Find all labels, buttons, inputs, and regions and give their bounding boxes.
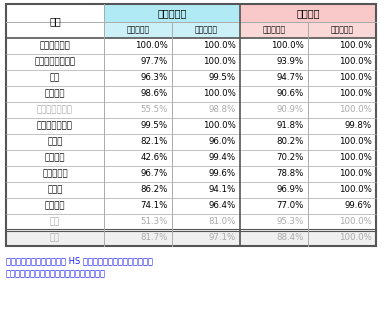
Text: 90.9%: 90.9% [277,105,304,114]
Text: 100.0%: 100.0% [339,153,372,162]
Text: マレーシア: マレーシア [42,170,68,179]
Text: 100.0%: 100.0% [339,185,372,194]
Text: 工業製品: 工業製品 [296,8,320,18]
Bar [6,134,376,150]
Text: 96.0%: 96.0% [209,138,236,147]
Text: 100.0%: 100.0% [203,42,236,51]
Text: 100.0%: 100.0% [203,57,236,67]
Bar [6,54,376,70]
Bar [6,102,376,118]
Text: メキシコ: メキシコ [45,202,65,210]
Text: 即時撤廃率: 即時撤廃率 [127,25,149,34]
Text: 96.9%: 96.9% [277,185,304,194]
Text: 100.0%: 100.0% [339,138,372,147]
Text: カナダ: カナダ [47,185,63,194]
Text: 82.1%: 82.1% [141,138,168,147]
Text: 日本: 日本 [50,218,60,227]
Text: 国名: 国名 [49,16,61,26]
Text: 最終撤廃率: 最終撤廃率 [330,25,354,34]
Text: 100.0%: 100.0% [203,90,236,99]
Bar [6,182,376,198]
Bar [104,22,172,38]
Text: 70.2%: 70.2% [277,153,304,162]
Text: 100.0%: 100.0% [339,218,372,227]
Text: ニュージーランド: ニュージーランド [34,57,76,67]
Text: 96.7%: 96.7% [141,170,168,179]
Text: 97.1%: 97.1% [209,233,236,242]
Text: 93.9%: 93.9% [277,57,304,67]
Text: 51.3%: 51.3% [141,218,168,227]
Text: 平均: 平均 [50,233,60,242]
Text: 98.8%: 98.8% [209,105,236,114]
Bar [6,118,376,134]
Text: 99.4%: 99.4% [209,153,236,162]
Text: チリ: チリ [50,73,60,82]
Text: 96.4%: 96.4% [209,202,236,210]
Text: 99.5%: 99.5% [141,122,168,131]
Text: 98.6%: 98.6% [141,90,168,99]
Bar [6,150,376,166]
Text: 94.1%: 94.1% [209,185,236,194]
Bar [6,214,376,230]
Text: 即時撤廃率: 即時撤廃率 [262,25,286,34]
Text: 100.0%: 100.0% [339,73,372,82]
Text: 100.0%: 100.0% [339,42,372,51]
Bar [6,230,376,246]
Bar [6,166,376,182]
Text: 81.7%: 81.7% [141,233,168,242]
Text: 100.0%: 100.0% [135,42,168,51]
Bar [6,70,376,86]
Text: 94.7%: 94.7% [277,73,304,82]
Text: 注：農林水産物の撤廃率は HS コードのライン数をベースに、: 注：農林水産物の撤廃率は HS コードのライン数をベースに、 [6,256,153,265]
Text: 42.6%: 42.6% [141,153,168,162]
Text: 80.2%: 80.2% [277,138,304,147]
Text: ブルネイ: ブルネイ [45,90,65,99]
Text: 88.4%: 88.4% [277,233,304,242]
Text: アメリカ合衆国: アメリカ合衆国 [37,105,73,114]
Text: 78.8%: 78.8% [277,170,304,179]
Text: 74.1%: 74.1% [141,202,168,210]
Text: 86.2%: 86.2% [141,185,168,194]
Text: オーストラリア: オーストラリア [37,122,73,131]
Text: 100.0%: 100.0% [339,233,372,242]
Bar [240,22,308,38]
Text: 農林水産物: 農林水産物 [157,8,187,18]
Text: 100.0%: 100.0% [271,42,304,51]
Text: 55.5%: 55.5% [141,105,168,114]
Bar [6,4,104,38]
Text: ペルー: ペルー [47,138,63,147]
Text: 100.0%: 100.0% [339,170,372,179]
Text: ベトナム: ベトナム [45,153,65,162]
Text: 100.0%: 100.0% [203,122,236,131]
Bar [6,4,376,246]
Text: 97.7%: 97.7% [141,57,168,67]
Bar [6,86,376,102]
Bar [240,4,376,22]
Text: 99.5%: 99.5% [209,73,236,82]
Text: 81.0%: 81.0% [208,218,236,227]
Bar [104,4,240,22]
Text: 77.0%: 77.0% [277,202,304,210]
Text: 91.8%: 91.8% [277,122,304,131]
Text: 99.6%: 99.6% [345,202,372,210]
Bar [6,198,376,214]
Text: 90.6%: 90.6% [277,90,304,99]
Text: 100.0%: 100.0% [339,57,372,67]
Text: 100.0%: 100.0% [339,90,372,99]
Text: 95.3%: 95.3% [277,218,304,227]
Text: 99.8%: 99.8% [345,122,372,131]
Text: 100.0%: 100.0% [339,105,372,114]
Bar [308,22,376,38]
Text: 工業製品の撤廃率は品目数をベースに算出: 工業製品の撤廃率は品目数をベースに算出 [6,269,106,278]
Text: 99.6%: 99.6% [209,170,236,179]
Bar [172,22,240,38]
Text: 最終撤廃率: 最終撤廃率 [195,25,218,34]
Text: 96.3%: 96.3% [141,73,168,82]
Bar [6,38,376,54]
Text: シンガポール: シンガポール [40,42,70,51]
